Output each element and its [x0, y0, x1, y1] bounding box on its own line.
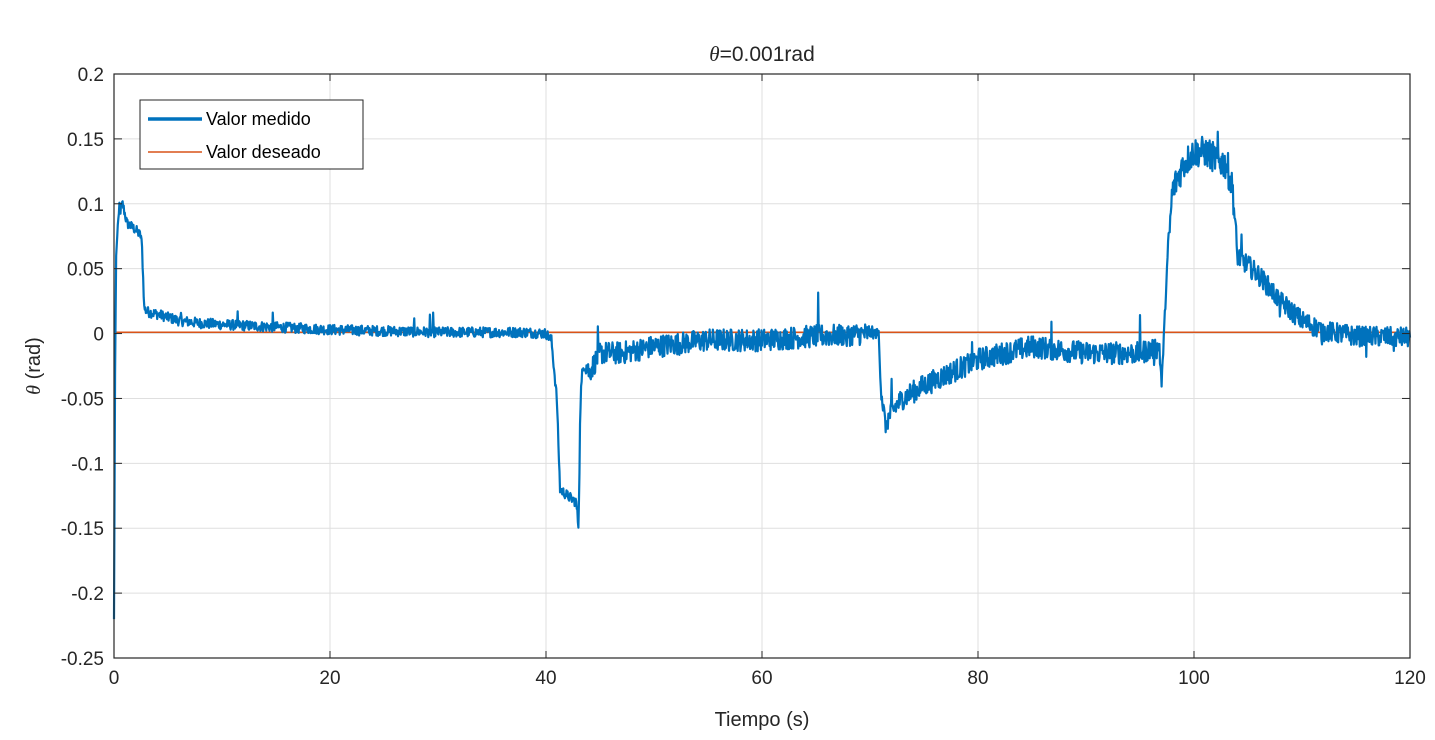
y-tick-label: 0.2 — [78, 65, 104, 86]
ylabel-text: (rad) — [23, 337, 45, 385]
x-tick-label: 20 — [319, 668, 340, 689]
legend: Valor medido Valor deseado — [139, 99, 364, 170]
y-tick-label: -0.15 — [61, 519, 104, 540]
series-layer — [112, 130, 1412, 620]
x-tick-label: 100 — [1178, 668, 1210, 689]
y-tick-label: 0.1 — [78, 195, 104, 216]
y-tick-label: -0.2 — [71, 584, 104, 605]
legend-box — [139, 99, 364, 170]
x-tick-label: 0 — [109, 668, 120, 689]
title-text: =0.001rad — [720, 43, 815, 66]
tick-labels: 0 20 40 60 80 100 120 0.2 0.15 0.1 0.05 0 -0.05 -0.1 -… — [61, 65, 1426, 689]
legend-label-valor-medido: Valor medido — [206, 109, 311, 129]
y-tick-label: -0.25 — [61, 649, 104, 670]
series-line-valor-medido — [112, 130, 1412, 620]
x-tick-label: 80 — [967, 668, 988, 689]
y-axis-label: θ (rad) — [23, 337, 45, 395]
legend-label-valor-deseado: Valor deseado — [206, 142, 321, 162]
chart-title: θ=0.001rad — [709, 42, 815, 66]
x-tick-label: 60 — [751, 668, 772, 689]
y-tick-label: -0.05 — [61, 389, 104, 410]
title-theta-symbol: θ — [709, 42, 719, 66]
x-tick-label: 120 — [1394, 668, 1426, 689]
ticks — [113, 73, 1411, 659]
ylabel-theta-symbol: θ — [23, 385, 45, 395]
y-tick-label: 0 — [93, 325, 104, 346]
y-tick-label: -0.1 — [71, 454, 104, 475]
x-axis-label: Tiempo (s) — [715, 709, 810, 731]
y-tick-label: 0.15 — [67, 130, 104, 151]
y-tick-label: 0.05 — [67, 260, 104, 281]
x-tick-label: 40 — [535, 668, 556, 689]
